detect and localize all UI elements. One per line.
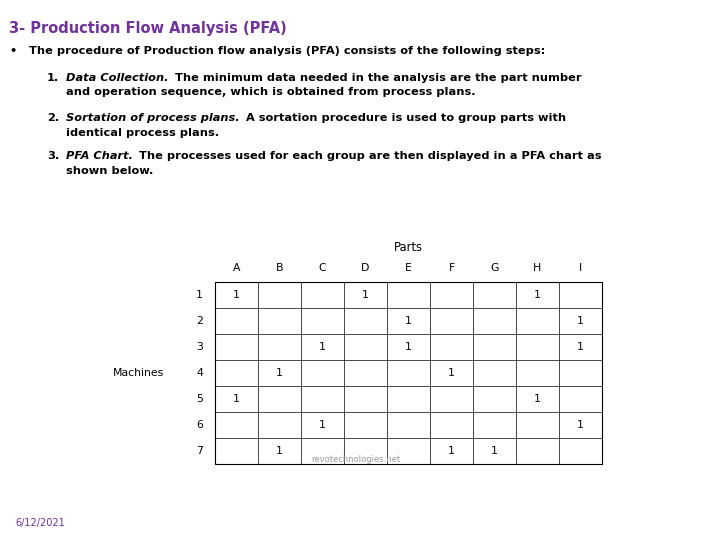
Text: 1: 1	[448, 446, 455, 456]
Text: Parts: Parts	[394, 241, 423, 254]
Bar	[215, 282, 602, 464]
Text: 1: 1	[362, 290, 369, 300]
Text: 1: 1	[319, 342, 326, 352]
Text: 1: 1	[491, 446, 498, 456]
Text: PFA Chart.: PFA Chart.	[66, 151, 133, 161]
Text: 2.: 2.	[47, 113, 59, 124]
Text: H: H	[534, 263, 541, 273]
Text: 1: 1	[276, 368, 283, 378]
Text: and operation sequence, which is obtained from process plans.: and operation sequence, which is obtaine…	[66, 87, 476, 98]
Text: The procedure of Production flow analysis (PFA) consists of the following steps:: The procedure of Production flow analysi…	[29, 46, 545, 56]
Text: G: G	[490, 263, 499, 273]
Text: shown below.: shown below.	[66, 166, 153, 176]
Text: 1: 1	[577, 420, 584, 430]
Text: 5: 5	[196, 394, 203, 404]
Text: 6: 6	[196, 420, 203, 430]
Text: B: B	[276, 263, 283, 273]
Text: 1: 1	[196, 290, 203, 300]
Text: The minimum data needed in the analysis are the part number: The minimum data needed in the analysis …	[171, 73, 582, 83]
Text: 1: 1	[405, 342, 412, 352]
Text: 1: 1	[448, 368, 455, 378]
Text: 1: 1	[319, 420, 326, 430]
Text: 3: 3	[196, 342, 203, 352]
Text: 1: 1	[534, 394, 541, 404]
Text: 4: 4	[196, 368, 203, 378]
Text: I: I	[579, 263, 582, 273]
Text: E: E	[405, 263, 412, 273]
Text: identical process plans.: identical process plans.	[66, 128, 220, 138]
Text: F: F	[449, 263, 454, 273]
Text: Machines: Machines	[113, 368, 164, 378]
Text: D: D	[361, 263, 369, 273]
Text: 3.: 3.	[47, 151, 59, 161]
Text: 1: 1	[233, 394, 240, 404]
Text: Sortation of process plans.: Sortation of process plans.	[66, 113, 240, 124]
Text: 7: 7	[196, 446, 203, 456]
Text: 1.: 1.	[47, 73, 59, 83]
Text: 2: 2	[196, 316, 203, 326]
Text: A: A	[233, 263, 240, 273]
Text: revotechnologies.net: revotechnologies.net	[311, 455, 400, 463]
Text: Data Collection.: Data Collection.	[66, 73, 168, 83]
Text: 1: 1	[405, 316, 412, 326]
Text: •: •	[9, 46, 17, 56]
Text: 1: 1	[276, 446, 283, 456]
Text: The processes used for each group are then displayed in a PFA chart as: The processes used for each group are th…	[135, 151, 602, 161]
Text: 1: 1	[577, 342, 584, 352]
Text: 1: 1	[233, 290, 240, 300]
Text: 3- Production Flow Analysis (PFA): 3- Production Flow Analysis (PFA)	[9, 21, 287, 36]
Text: C: C	[319, 263, 326, 273]
Text: 1: 1	[577, 316, 584, 326]
Text: 1: 1	[534, 290, 541, 300]
Text: 6/12/2021: 6/12/2021	[15, 518, 65, 528]
Text: A sortation procedure is used to group parts with: A sortation procedure is used to group p…	[242, 113, 566, 124]
